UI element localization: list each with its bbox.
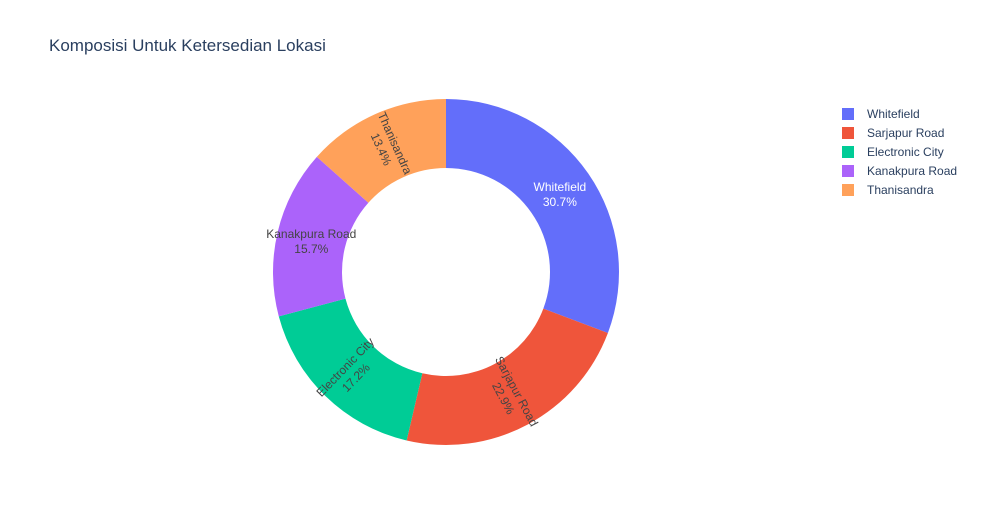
donut-slices [273,99,619,446]
legend-item[interactable]: Kanakpura Road [842,164,957,178]
legend-item[interactable]: Thanisandra [842,183,934,197]
legend: Whitefield Sarjapur Road Electronic City Ka… [842,107,957,197]
legend-label: Sarjapur Road [867,126,944,140]
legend-swatch [842,146,854,158]
legend-label: Electronic City [867,145,944,159]
legend-item[interactable]: Whitefield [842,107,920,121]
legend-swatch [842,127,854,139]
legend-item[interactable]: Sarjapur Road [842,126,944,140]
legend-label: Kanakpura Road [867,164,957,178]
legend-swatch [842,108,854,120]
legend-swatch [842,184,854,196]
chart-title: Komposisi Untuk Ketersedian Lokasi [49,36,326,55]
legend-label: Thanisandra [867,183,934,197]
donut-slice[interactable] [278,298,423,441]
slice-label-percent: 15.7% [294,242,328,256]
slice-label: Whitefield 30.7% [534,180,587,209]
slice-label-name: Whitefield [534,180,587,194]
donut-slice[interactable] [273,156,369,317]
donut-slice[interactable] [316,99,446,203]
donut-slice[interactable] [446,99,619,333]
slice-label-percent: 30.7% [543,195,577,209]
legend-item[interactable]: Electronic City [842,145,944,159]
legend-label: Whitefield [867,107,920,121]
legend-swatch [842,165,854,177]
slice-label-name: Kanakpura Road [266,227,356,241]
donut-slice[interactable] [406,308,608,446]
slice-label: Kanakpura Road 15.7% [266,227,356,256]
